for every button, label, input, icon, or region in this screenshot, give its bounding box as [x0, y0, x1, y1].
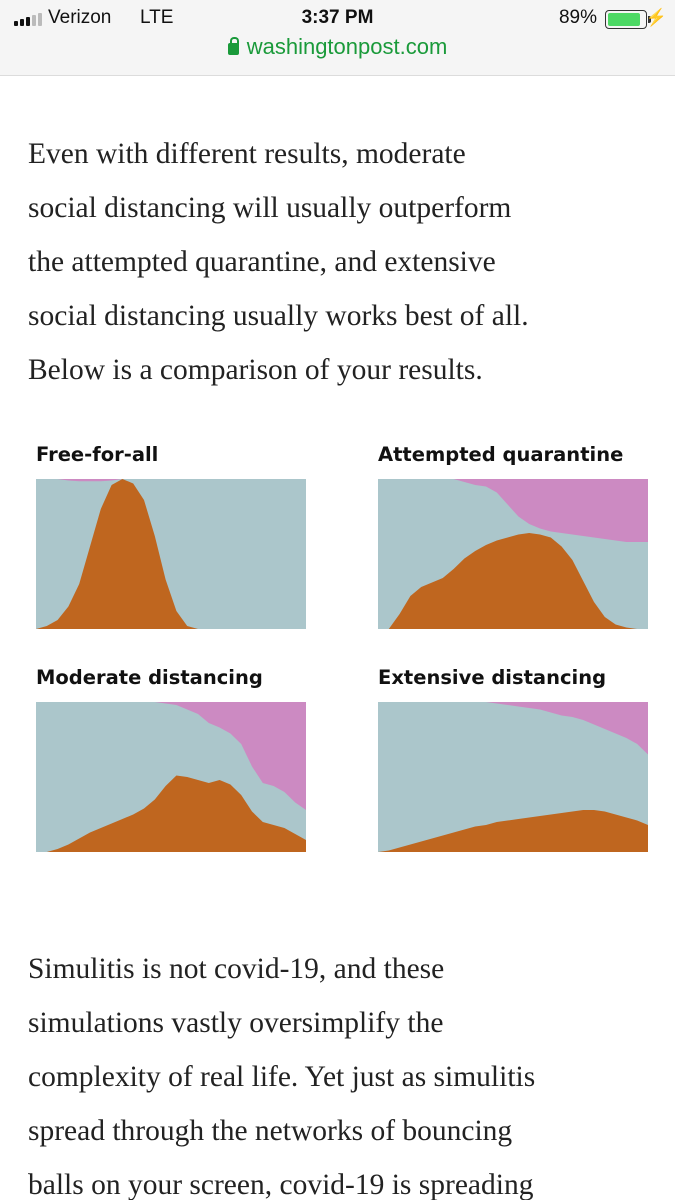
battery-percent: 89%: [558, 7, 597, 28]
area-chart: [36, 479, 306, 629]
area-chart: [36, 702, 306, 852]
chart-svg: [378, 479, 648, 629]
battery-icon: [605, 10, 651, 29]
chart-panel-extensive-distancing: Extensive distancing: [378, 666, 648, 852]
paragraph-line: spread through the networks of bouncing: [28, 1115, 513, 1147]
area-chart: [378, 702, 648, 852]
paragraph-line: simulations vastly oversimplify the: [28, 1007, 444, 1039]
status-bar: Verizon LTE 3:37 PM 89% ⚡: [0, 0, 675, 38]
chart-title: Attempted quarantine: [378, 443, 624, 466]
chart-panel-moderate-distancing: Moderate distancing: [36, 666, 306, 852]
signal-strength-icon: [14, 12, 42, 26]
chart-panel-attempted-quarantine: Attempted quarantine: [378, 443, 648, 629]
article-paragraph-intro: Even with different results, moderate so…: [28, 127, 648, 397]
sick-area: [378, 810, 648, 852]
sick-area: [36, 775, 306, 852]
signal-bar: [26, 17, 30, 26]
paragraph-line: Below is a comparison of your results.: [28, 354, 483, 386]
paragraph-line: the attempted quarantine, and extensive: [28, 246, 496, 278]
chart-title: Extensive distancing: [378, 666, 607, 689]
sick-area: [378, 533, 648, 629]
chart-svg: [378, 702, 648, 852]
signal-bar: [32, 15, 36, 26]
paragraph-line: Simulitis is not covid-19, and these: [28, 953, 445, 985]
chart-panel-free-for-all: Free-for-all: [36, 443, 306, 629]
sick-area: [36, 479, 306, 629]
paragraph-line: social distancing usually works best of …: [28, 300, 529, 332]
area-chart: [378, 479, 648, 629]
chart-svg: [36, 702, 306, 852]
browser-chrome: Verizon LTE 3:37 PM 89% ⚡ washingtonpost…: [0, 0, 675, 76]
battery-level: [608, 13, 641, 26]
charging-bolt-icon: ⚡: [645, 8, 667, 27]
chart-svg: [36, 479, 306, 629]
chart-title: Free-for-all: [36, 443, 159, 466]
paragraph-line: complexity of real life. Yet just as sim…: [28, 1061, 536, 1093]
paragraph-line: social distancing will usually outperfor…: [28, 192, 512, 224]
signal-bar: [38, 13, 42, 26]
lock-icon: [227, 37, 239, 55]
chart-title: Moderate distancing: [36, 666, 263, 689]
signal-bar: [20, 19, 24, 26]
article-paragraph-body: Simulitis is not covid-19, and these sim…: [28, 942, 648, 1200]
paragraph-line: Even with different results, moderate: [28, 138, 466, 170]
clock: 3:37 PM: [301, 7, 374, 28]
url-text: washingtonpost.com: [246, 34, 448, 59]
paragraph-line: balls on your screen, covid-19 is spread…: [28, 1169, 534, 1200]
signal-bar: [14, 21, 18, 26]
address-bar[interactable]: washingtonpost.com: [0, 34, 675, 64]
network-type: LTE: [140, 7, 174, 28]
carrier-name: Verizon: [48, 7, 112, 28]
